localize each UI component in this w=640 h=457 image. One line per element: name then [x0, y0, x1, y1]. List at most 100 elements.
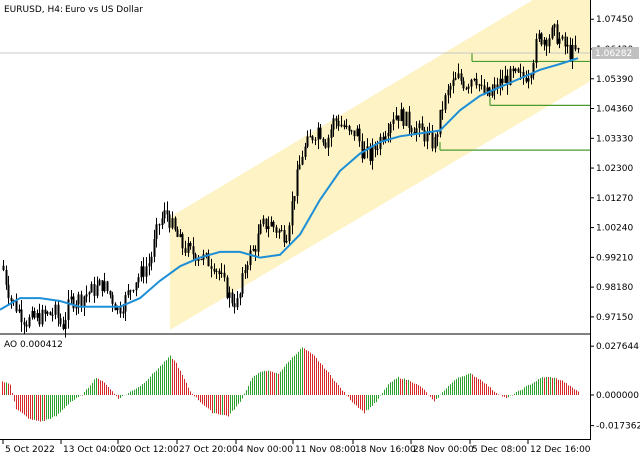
- candle-body: [348, 125, 351, 131]
- candle-body: [389, 124, 392, 133]
- candle-body: [467, 86, 470, 89]
- candle-body: [569, 44, 572, 60]
- candle-body: [174, 218, 177, 230]
- candle-body: [20, 309, 23, 323]
- ao-indicator-panel[interactable]: AO 0.000412: [2, 340, 579, 422]
- candle-body: [444, 95, 447, 110]
- candle-body: [257, 233, 260, 252]
- candle-body: [522, 71, 525, 78]
- candle-body: [231, 292, 234, 304]
- candle-body: [361, 141, 364, 159]
- candle-body: [311, 136, 314, 141]
- candle-body: [408, 111, 411, 128]
- candle-body: [356, 128, 359, 137]
- ao-label: 0.000000: [596, 391, 639, 401]
- candle-body: [353, 130, 356, 137]
- candle-body: [452, 79, 455, 86]
- candle-body: [387, 132, 390, 137]
- candle-body: [41, 309, 44, 325]
- candle-body: [161, 218, 164, 226]
- time-label: 5 Oct 2022: [5, 445, 55, 455]
- price-label: 1.02300: [596, 164, 633, 174]
- time-label: 4 Nov 00:00: [238, 445, 293, 455]
- candle-body: [535, 38, 538, 63]
- candle-body: [51, 314, 54, 316]
- time-label: 27 Oct 20:00: [179, 445, 238, 455]
- candle-body: [140, 266, 143, 278]
- candle-body: [200, 259, 203, 261]
- candle-body: [306, 136, 309, 147]
- candle-body: [119, 306, 122, 314]
- candle-body: [574, 44, 577, 50]
- candle-body: [382, 136, 385, 141]
- candle-body: [59, 317, 62, 325]
- candle-body: [478, 84, 481, 86]
- candle-body: [179, 234, 182, 237]
- candle-body: [36, 313, 39, 318]
- candle-body: [111, 294, 114, 304]
- candle-body: [421, 123, 424, 131]
- candle-body: [215, 270, 218, 272]
- candle-body: [345, 125, 348, 128]
- candle-body: [301, 156, 304, 165]
- symbol-description: Euro vs US Dollar: [65, 5, 143, 15]
- ao-axis[interactable]: 0.027644 0.000000 -0.017362: [590, 342, 640, 432]
- candle-body: [556, 24, 559, 44]
- candle-body: [283, 229, 286, 243]
- candle-body: [233, 303, 236, 308]
- candle-body: [431, 131, 434, 149]
- candle-body: [317, 127, 320, 140]
- candle-body: [2, 265, 5, 270]
- candle-body: [109, 290, 112, 295]
- candle-body: [129, 290, 132, 292]
- time-label: 11 Nov 08:00: [295, 445, 356, 455]
- candle-body: [298, 164, 301, 170]
- candle-body: [473, 78, 476, 80]
- candle-body: [504, 75, 507, 84]
- candle-body: [447, 89, 450, 96]
- candle-body: [475, 78, 478, 86]
- candle-body: [166, 210, 169, 215]
- candle-body: [77, 294, 80, 305]
- candle-body: [496, 84, 499, 89]
- candle-body: [369, 146, 372, 161]
- time-label: 20 Oct 12:00: [120, 445, 179, 455]
- candle-body: [285, 240, 288, 243]
- candle-body: [363, 148, 366, 159]
- candle-body: [10, 298, 13, 301]
- candle-body: [54, 304, 57, 315]
- candle-body: [293, 196, 296, 202]
- time-label: 5 Dec 08:00: [472, 445, 527, 455]
- candle-body: [501, 78, 504, 84]
- candle-body: [374, 145, 377, 150]
- candle-body: [480, 84, 483, 86]
- candle-body: [449, 85, 452, 90]
- candle-body: [249, 250, 252, 266]
- candle-body: [181, 234, 184, 249]
- candle-body: [324, 142, 327, 148]
- candle-body: [441, 109, 444, 111]
- candle-body: [31, 311, 34, 318]
- candle-body: [210, 266, 213, 269]
- candle-body: [538, 33, 541, 39]
- candle-body: [192, 246, 195, 255]
- price-label: 0.98180: [596, 283, 633, 293]
- candle-body: [527, 78, 530, 82]
- main-price-panel[interactable]: EURUSD, H4: Euro vs US Dollar: [0, 0, 590, 338]
- candle-body: [314, 139, 317, 141]
- price-axis[interactable]: 1.074501.064201.053901.043601.033301.023…: [590, 15, 633, 323]
- candle-body: [223, 272, 226, 278]
- candle-body: [483, 85, 486, 94]
- candle-body: [171, 218, 174, 228]
- candle-body: [545, 39, 548, 47]
- candle-body: [228, 292, 231, 298]
- candle-body: [426, 132, 429, 142]
- candle-body: [371, 145, 374, 161]
- price-label: 1.00240: [596, 224, 633, 234]
- candle-body: [423, 130, 426, 142]
- candle-body: [93, 284, 96, 296]
- candle-body: [395, 115, 398, 120]
- candle-body: [525, 77, 528, 82]
